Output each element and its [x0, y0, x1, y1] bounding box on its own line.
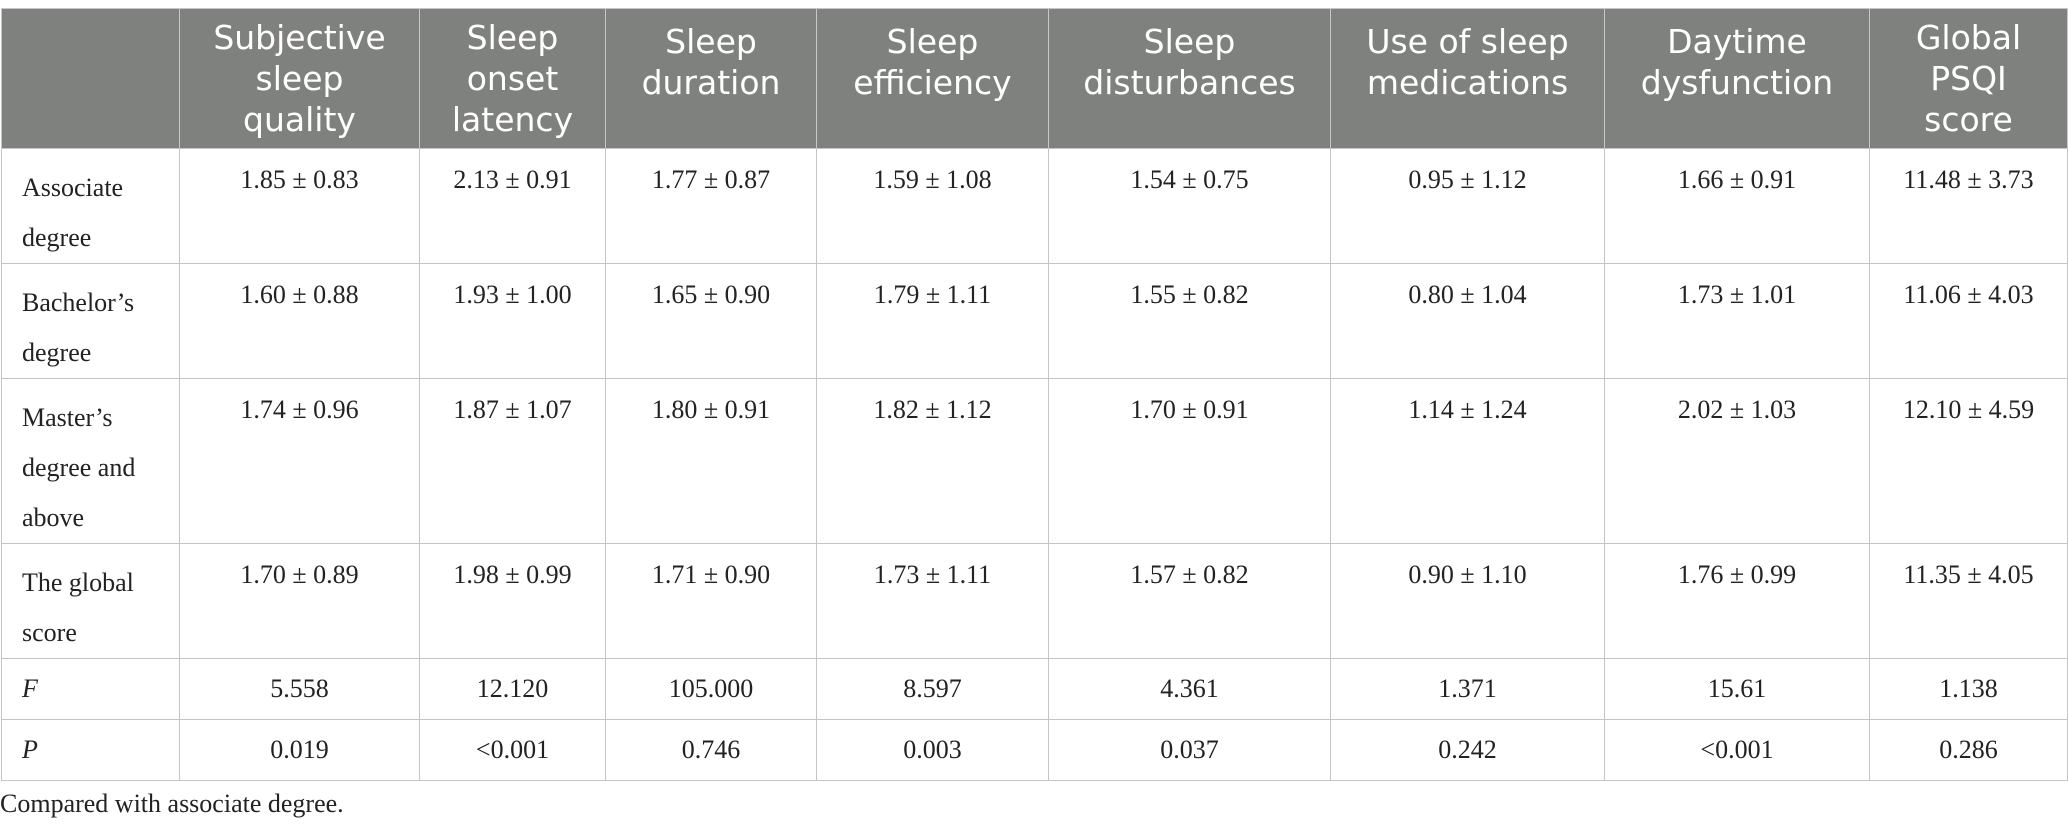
- table-row: Master’s degree and above 1.74 ± 0.96 1.…: [1, 378, 2068, 544]
- table-cell: 4.361: [1048, 658, 1331, 720]
- table-cell: 0.037: [1048, 719, 1331, 781]
- table-cell: 12.10 ± 4.59: [1869, 378, 2068, 544]
- header-cell-sleep-onset-latency: Sleep onset latency: [419, 8, 606, 149]
- table-cell: 1.73 ± 1.11: [816, 543, 1049, 659]
- table-cell: 1.65 ± 0.90: [605, 263, 817, 379]
- table-cell: 1.138: [1869, 658, 2068, 720]
- table-cell: 2.02 ± 1.03: [1604, 378, 1870, 544]
- table-cell: 1.70 ± 0.91: [1048, 378, 1331, 544]
- table-cell: 1.87 ± 1.07: [419, 378, 606, 544]
- header-cell-global-psqi-score: Global PSQI score: [1869, 8, 2068, 149]
- row-label: Master’s degree and above: [1, 378, 180, 544]
- table-cell: 1.73 ± 1.01: [1604, 263, 1870, 379]
- table-cell: 11.48 ± 3.73: [1869, 148, 2068, 264]
- header-cell-empty: [1, 8, 180, 149]
- table-cell: 12.120: [419, 658, 606, 720]
- table-cell: 0.242: [1330, 719, 1605, 781]
- table-cell: 8.597: [816, 658, 1049, 720]
- row-label-f-statistic: F: [1, 658, 180, 720]
- table-cell: 1.66 ± 0.91: [1604, 148, 1870, 264]
- table-cell: 0.286: [1869, 719, 2068, 781]
- row-label-p-value: P: [1, 719, 180, 781]
- header-cell-sleep-duration: Sleep duration: [605, 8, 817, 149]
- table-cell: 1.54 ± 0.75: [1048, 148, 1331, 264]
- table-cell: 1.85 ± 0.83: [179, 148, 420, 264]
- table-cell: 1.55 ± 0.82: [1048, 263, 1331, 379]
- table-cell: 1.98 ± 0.99: [419, 543, 606, 659]
- table-container: Subjective sleep quality Sleep onset lat…: [0, 8, 2068, 781]
- table-cell: 1.57 ± 0.82: [1048, 543, 1331, 659]
- table-cell: 1.80 ± 0.91: [605, 378, 817, 544]
- psqi-table: Subjective sleep quality Sleep onset lat…: [1, 8, 2068, 781]
- table-cell: 1.74 ± 0.96: [179, 378, 420, 544]
- header-row: Subjective sleep quality Sleep onset lat…: [1, 8, 2068, 149]
- table-cell: 1.76 ± 0.99: [1604, 543, 1870, 659]
- table-cell: 2.13 ± 0.91: [419, 148, 606, 264]
- table-cell: <0.001: [419, 719, 606, 781]
- table-cell: 5.558: [179, 658, 420, 720]
- table-cell: <0.001: [1604, 719, 1870, 781]
- table-cell: 0.746: [605, 719, 817, 781]
- header-cell-use-of-sleep-medications: Use of sleep medications: [1330, 8, 1605, 149]
- table-row: P 0.019 <0.001 0.746 0.003 0.037 0.242 <…: [1, 719, 2068, 781]
- header-cell-sleep-efficiency: Sleep efficiency: [816, 8, 1049, 149]
- header-cell-subjective-sleep-quality: Subjective sleep quality: [179, 8, 420, 149]
- table-cell: 1.77 ± 0.87: [605, 148, 817, 264]
- table-cell: 1.71 ± 0.90: [605, 543, 817, 659]
- header-cell-daytime-dysfunction: Daytime dysfunction: [1604, 8, 1870, 149]
- table-cell: 1.14 ± 1.24: [1330, 378, 1605, 544]
- row-label: The global score: [1, 543, 180, 659]
- table-cell: 1.70 ± 0.89: [179, 543, 420, 659]
- table-cell: 1.93 ± 1.00: [419, 263, 606, 379]
- table-row: F 5.558 12.120 105.000 8.597 4.361 1.371…: [1, 658, 2068, 720]
- table-cell: 1.371: [1330, 658, 1605, 720]
- table-cell: 0.95 ± 1.12: [1330, 148, 1605, 264]
- header-cell-sleep-disturbances: Sleep disturbances: [1048, 8, 1331, 149]
- table-cell: 11.06 ± 4.03: [1869, 263, 2068, 379]
- table-cell: 105.000: [605, 658, 817, 720]
- table-cell: 0.90 ± 1.10: [1330, 543, 1605, 659]
- table-row: Associate degree 1.85 ± 0.83 2.13 ± 0.91…: [1, 148, 2068, 264]
- table-cell: 11.35 ± 4.05: [1869, 543, 2068, 659]
- table-cell: 0.019: [179, 719, 420, 781]
- table-cell: 0.003: [816, 719, 1049, 781]
- table-row: The global score 1.70 ± 0.89 1.98 ± 0.99…: [1, 543, 2068, 659]
- table-cell: 0.80 ± 1.04: [1330, 263, 1605, 379]
- table-cell: 1.60 ± 0.88: [179, 263, 420, 379]
- table-cell: 1.59 ± 1.08: [816, 148, 1049, 264]
- table-footnote: Compared with associate degree.: [0, 789, 344, 818]
- table-row: Bachelor’s degree 1.60 ± 0.88 1.93 ± 1.0…: [1, 263, 2068, 379]
- table-cell: 1.82 ± 1.12: [816, 378, 1049, 544]
- row-label: Associate degree: [1, 148, 180, 264]
- row-label: Bachelor’s degree: [1, 263, 180, 379]
- table-cell: 1.79 ± 1.11: [816, 263, 1049, 379]
- table-cell: 15.61: [1604, 658, 1870, 720]
